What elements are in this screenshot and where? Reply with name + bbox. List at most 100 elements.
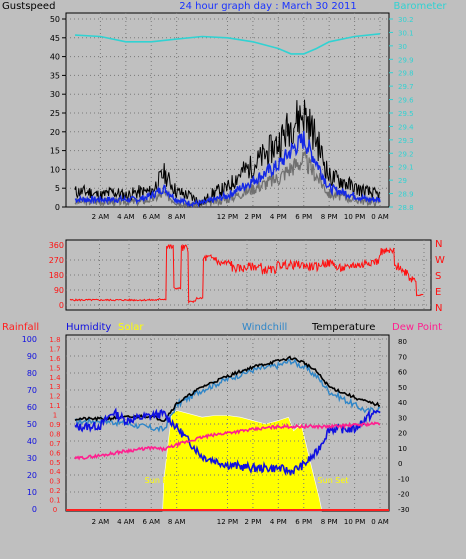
- sun-annotations: Sun Rise Sun Set: [145, 476, 349, 485]
- temperature-x-tick: 6 AM: [142, 518, 160, 526]
- temperature-tick: 10: [398, 445, 407, 453]
- temperature-x-tick: 8 AM: [168, 518, 186, 526]
- wind-right-tick: 30.1: [398, 29, 414, 37]
- humidity-tick: 40: [27, 437, 37, 446]
- compass-label: W: [435, 255, 445, 266]
- humidity-line: [74, 407, 381, 476]
- rainfall-tick: 1: [53, 412, 57, 420]
- wind-left-tick: 25: [50, 109, 60, 118]
- wind-x-tick: 4 AM: [117, 213, 135, 221]
- rainfall-tick: 1.5: [49, 364, 60, 372]
- wind-right-tick: 29: [398, 177, 407, 185]
- wind-right-tick: 29.1: [398, 164, 414, 172]
- wind-left-axis-label: Gustspeed: [2, 1, 55, 12]
- direction-tick: 360: [49, 241, 64, 250]
- temperature-x-tick: 12 PM: [217, 518, 238, 526]
- humidity-tick: 70: [27, 386, 37, 395]
- temperature-tick: 50: [398, 384, 407, 392]
- wind-right-ticks: 28.8 28.9 29 29.1 29.2 29.3 29.4 29.5 29.6 29.7 29…: [389, 16, 414, 212]
- wind-right-tick: 30: [398, 43, 407, 51]
- rainfall-ticks: 00.10.20.30.40.50.60.70.80.911.11.21.31.…: [49, 336, 61, 514]
- direction-grid: [66, 240, 431, 310]
- wind-x-tick: 2 PM: [244, 213, 261, 221]
- legend-temperature: Temperature: [311, 322, 375, 333]
- temperature-series: [66, 355, 389, 511]
- humidity-tick: 30: [27, 454, 37, 463]
- temperature-tick: 60: [398, 369, 407, 377]
- wind-right-tick: 29.6: [398, 97, 414, 105]
- rainfall-tick: 0: [53, 506, 57, 514]
- temperature-tick: 80: [398, 338, 407, 346]
- wind-right-tick: 29.3: [398, 137, 414, 145]
- wind-left-tick: 45: [50, 34, 60, 43]
- rainfall-tick: 1.3: [49, 383, 60, 391]
- rainfall-tick: 1.1: [49, 402, 60, 410]
- rainfall-tick: 0.5: [49, 459, 60, 467]
- temperature-x-tick: 4 PM: [270, 518, 287, 526]
- compass-label: E: [435, 287, 441, 298]
- humidity-ticks: 0 10 20 30 40 50 60 70 80 90 100: [22, 335, 37, 514]
- temperature-x-tick: 8 PM: [321, 518, 338, 526]
- rainfall-tick: 0.2: [49, 487, 60, 495]
- compass-label: S: [435, 271, 441, 282]
- temperature-x-ticks: 2 AM 4 AM 6 AM 8 AM 12 PM 2 PM 4 PM 6 PM 8 PM 10 …: [92, 518, 389, 526]
- wind-series: [74, 33, 381, 209]
- gustspeed-line: [74, 99, 381, 207]
- temperature-x-tick: 0 AM: [371, 518, 389, 526]
- temperature-ticks: -30 -20 -10 0 10 20 30 40 50 60 70 80: [398, 338, 409, 514]
- wind-right-tick: 28.8: [398, 204, 414, 212]
- humidity-tick: 60: [27, 403, 37, 412]
- temperature-tick: -30: [398, 506, 409, 514]
- temperature-tick: -20: [398, 491, 409, 499]
- wind-x-tick: 2 AM: [92, 213, 110, 221]
- barometer-line: [74, 33, 381, 55]
- dewpoint-line: [74, 421, 381, 461]
- temperature-x-tick: 10 PM: [344, 518, 365, 526]
- temperature-line: [74, 355, 381, 423]
- legend-rainfall: Rainfall: [2, 322, 39, 333]
- wind-right-axis-label: Barometer: [393, 1, 447, 12]
- rainfall-tick: 0.1: [49, 497, 60, 505]
- compass-label: N: [435, 239, 442, 250]
- chart-title: 24 hour graph day : March 30 2011: [179, 1, 357, 12]
- windchill-line: [74, 358, 381, 433]
- rainfall-tick: 0.3: [49, 478, 60, 486]
- windspeed-line: [74, 130, 381, 208]
- wind-x-tick: 0 AM: [371, 213, 389, 221]
- wind-x-tick: 6 PM: [295, 213, 312, 221]
- direction-tick: 90: [54, 286, 64, 295]
- wind-x-tick: 12 PM: [217, 213, 238, 221]
- temperature-tick: 20: [398, 430, 407, 438]
- rainfall-tick: 1.8: [49, 336, 60, 344]
- humidity-tick: 80: [27, 369, 37, 378]
- wind-x-tick: 8 PM: [321, 213, 338, 221]
- wind-left-ticks: 0 5 10 15 20 25 30 35 40 45 50: [50, 15, 66, 212]
- wind-left-tick: 20: [50, 128, 60, 137]
- wind-right-tick: 28.9: [398, 191, 414, 199]
- direction-tick: 0: [59, 301, 64, 310]
- sunset-label: Sun Set: [318, 476, 349, 485]
- humidity-tick: 90: [27, 352, 37, 361]
- humidity-tick: 20: [27, 471, 37, 480]
- rainfall-tick: 1.7: [49, 345, 60, 353]
- rainfall-tick: 0.4: [49, 468, 61, 476]
- temperature-legend: Rainfall Humidity Solar Windchill Temperatur…: [2, 322, 442, 333]
- wind-right-tick: 29.2: [398, 150, 414, 158]
- wind-left-tick: 30: [50, 90, 60, 99]
- wind-x-tick: 6 AM: [142, 213, 160, 221]
- wind-right-tick: 29.9: [398, 56, 414, 64]
- direction-left-ticks: 360 270 180 90 0: [49, 241, 64, 310]
- direction-tick: 270: [49, 256, 64, 265]
- rainfall-tick: 1.6: [49, 355, 61, 363]
- wind-x-tick: 10 PM: [344, 213, 365, 221]
- humidity-tick: 10: [27, 488, 37, 497]
- temperature-tick: 70: [398, 353, 407, 361]
- temperature-x-tick: 2 AM: [92, 518, 110, 526]
- wind-right-tick: 29.7: [398, 83, 414, 91]
- temperature-tick: -10: [398, 475, 409, 483]
- temperature-x-tick: 4 AM: [117, 518, 135, 526]
- temperature-tick: 0: [398, 460, 402, 468]
